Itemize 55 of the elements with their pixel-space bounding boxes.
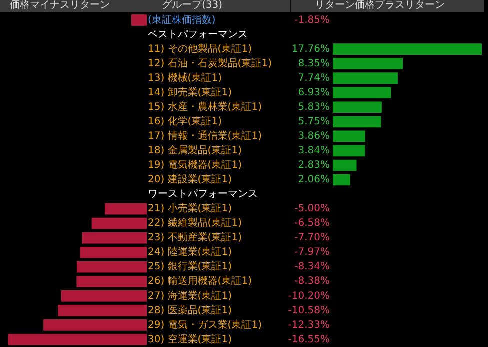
bar <box>333 174 350 186</box>
y-tick-label: 13) 機械(東証1) <box>148 72 222 84</box>
bar <box>333 102 382 114</box>
y-tick-label: 28) 医薬品(東証1) <box>148 304 232 316</box>
y-tick-label: 17) 情報・通信業(東証1) <box>148 130 262 142</box>
data-label: -7.97% <box>294 247 330 258</box>
data-label: -10.20% <box>288 290 330 302</box>
data-label: 5.75% <box>298 116 330 128</box>
y-tick-label: 19) 電気機器(東証1) <box>148 159 242 172</box>
y-tick-label: 26) 輸送用機器(東証1) <box>148 275 252 288</box>
y-tick-label: 23) 不動産業(東証1) <box>148 232 242 244</box>
data-label: -16.55% <box>288 334 330 346</box>
data-label: 3.84% <box>298 146 330 157</box>
y-tick-label: 27) 海運業(東証1) <box>148 290 232 302</box>
y-tick-label: 12) 石油・石炭製品(東証1) <box>148 57 272 70</box>
y-tick-label: 15) 水産・農林業(東証1) <box>148 100 262 113</box>
bar <box>333 58 404 70</box>
data-label: -12.33% <box>288 320 330 331</box>
y-tick-label: (東証株価指数) <box>148 14 216 26</box>
y-tick-label: 29) 電気・ガス業(東証1) <box>148 318 262 331</box>
data-label: 2.83% <box>298 160 330 172</box>
y-tick-label: 16) 化学(東証1) <box>148 116 222 128</box>
bar <box>333 145 366 157</box>
y-tick-label: ベストパフォーマンス <box>148 29 248 40</box>
data-label: 2.06% <box>298 174 330 186</box>
bar <box>333 130 366 142</box>
bar <box>333 44 482 55</box>
data-label: -1.85% <box>294 14 330 26</box>
data-label: -10.58% <box>288 305 330 316</box>
y-tick-label: 25) 銀行業(東証1) <box>148 260 232 273</box>
data-label: -7.70% <box>294 232 330 244</box>
data-label: -5.00% <box>294 204 330 215</box>
bar <box>333 87 392 99</box>
data-label: 17.76% <box>292 44 330 55</box>
y-tick-label: 24) 陸運業(東証1) <box>148 246 232 258</box>
data-label: -8.38% <box>294 276 330 288</box>
y-tick-label: 18) 金属製品(東証1) <box>148 144 242 157</box>
y-tick-label: ワーストパフォーマンス <box>148 189 258 200</box>
data-label: 6.93% <box>298 87 330 98</box>
y-tick-label: 20) 建設業(東証1) <box>148 174 232 186</box>
y-tick-label: 11) その他製品(東証1) <box>148 42 252 55</box>
data-label: -8.34% <box>294 262 330 273</box>
y-tick-label: 21) 小売業(東証1) <box>148 202 232 215</box>
y-tick-label: 30) 空運業(東証1) <box>148 333 232 346</box>
y-tick-label: 14) 卸売業(東証1) <box>148 86 232 98</box>
data-label: 7.74% <box>298 72 330 84</box>
bar <box>333 72 398 84</box>
y-tick-label: 22) 繊維製品(東証1) <box>148 217 242 230</box>
chart-title: 価格マイナスリターン <box>10 0 110 12</box>
bar <box>333 160 357 172</box>
data-label: 3.86% <box>298 131 330 142</box>
bar <box>333 116 382 128</box>
data-label: -6.58% <box>294 218 330 230</box>
data-label: 8.35% <box>298 58 330 70</box>
data-label: 5.83% <box>298 102 330 113</box>
